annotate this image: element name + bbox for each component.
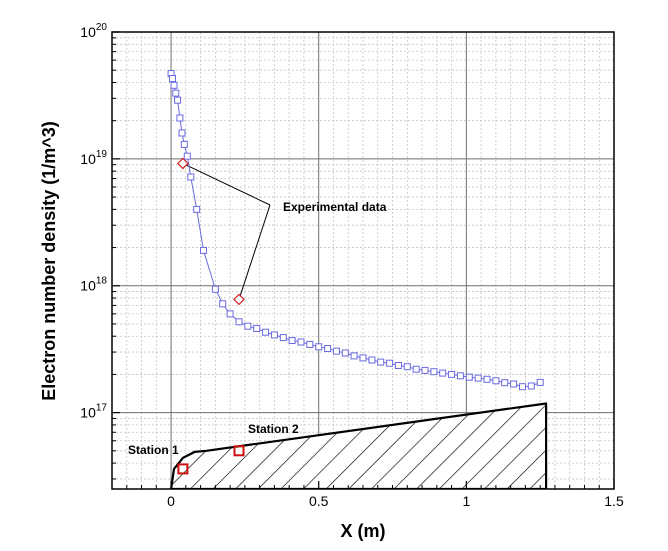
simulation-point — [456, 372, 464, 380]
station-1-marker — [177, 463, 189, 475]
simulation-point — [536, 378, 544, 386]
simulation-point — [474, 374, 482, 382]
station-2-marker — [233, 445, 245, 457]
simulation-point — [465, 373, 473, 381]
simulation-point — [219, 300, 227, 308]
simulation-point — [439, 369, 447, 377]
simulation-point — [412, 365, 420, 373]
leader-line-1 — [182, 163, 271, 206]
y-tick-label: 1019 — [80, 149, 107, 167]
simulation-point — [253, 325, 261, 332]
y-tick-label: 1020 — [80, 22, 107, 40]
simulation-point — [187, 173, 195, 181]
x-tick-label: 0 — [167, 493, 175, 509]
simulation-point — [211, 285, 219, 293]
simulation-point — [183, 152, 191, 160]
simulation-point — [386, 359, 394, 367]
simulation-point — [448, 370, 456, 378]
experimental-point — [177, 157, 189, 170]
simulation-point — [341, 349, 349, 357]
simulation-point — [430, 368, 438, 376]
simulation-point — [368, 356, 376, 364]
simulation-point — [235, 318, 243, 326]
simulation-point — [332, 347, 340, 355]
simulation-point — [350, 352, 358, 360]
axis-ticks: 0 0.5 1 1.5 1017 1018 1019 1020 — [80, 22, 624, 509]
x-tick-label: 1.5 — [604, 493, 624, 509]
simulation-point — [297, 338, 305, 346]
simulation-point — [288, 337, 296, 344]
x-tick-label: 1 — [462, 493, 470, 509]
simulation-point — [324, 345, 332, 352]
y-tick-label: 1018 — [80, 276, 107, 294]
x-tick-label: 0.5 — [309, 493, 329, 509]
simulation-point — [244, 322, 252, 330]
simulation-point — [403, 363, 411, 371]
simulation-point — [421, 366, 429, 374]
simulation-point — [226, 310, 234, 318]
simulation-point — [172, 89, 180, 97]
simulation-point — [492, 377, 500, 385]
nozzle-body — [170, 402, 548, 489]
simulation-point — [170, 81, 178, 89]
leader-line-2 — [238, 204, 271, 300]
simulation-point — [519, 383, 526, 391]
y-tick-label: 1017 — [80, 403, 107, 421]
annotation-station-1: Station 1 — [128, 443, 179, 457]
station-markers — [177, 445, 245, 475]
simulation-point — [501, 379, 509, 387]
experimental-point — [233, 293, 245, 306]
annotation-leaders — [182, 163, 271, 300]
x-axis-label: X (m) — [341, 521, 386, 541]
simulation-point — [178, 129, 186, 137]
simulation-point — [306, 340, 314, 348]
simulation-point — [174, 96, 182, 104]
simulation-point — [262, 328, 270, 336]
simulation-point — [394, 362, 402, 369]
annotation-experimental-data: Experimental data — [283, 200, 387, 214]
simulation-point — [176, 114, 184, 122]
simulation-point — [193, 205, 201, 213]
nozzle-body-outline — [170, 402, 548, 489]
simulation-point — [169, 75, 176, 82]
simulation-point — [270, 331, 278, 339]
data-series — [167, 70, 544, 391]
simulation-point — [527, 382, 535, 390]
simulation-point — [279, 334, 287, 342]
simulation-point — [483, 375, 491, 383]
simulation-point — [510, 380, 518, 388]
annotation-station-2: Station 2 — [248, 422, 299, 436]
simulation-point — [359, 354, 367, 362]
simulation-point — [180, 140, 188, 148]
y-axis-label: Electron number density (1/m^3) — [39, 121, 59, 401]
simulation-point — [200, 246, 207, 254]
simulation-point — [315, 343, 323, 351]
simulation-point — [377, 358, 385, 366]
